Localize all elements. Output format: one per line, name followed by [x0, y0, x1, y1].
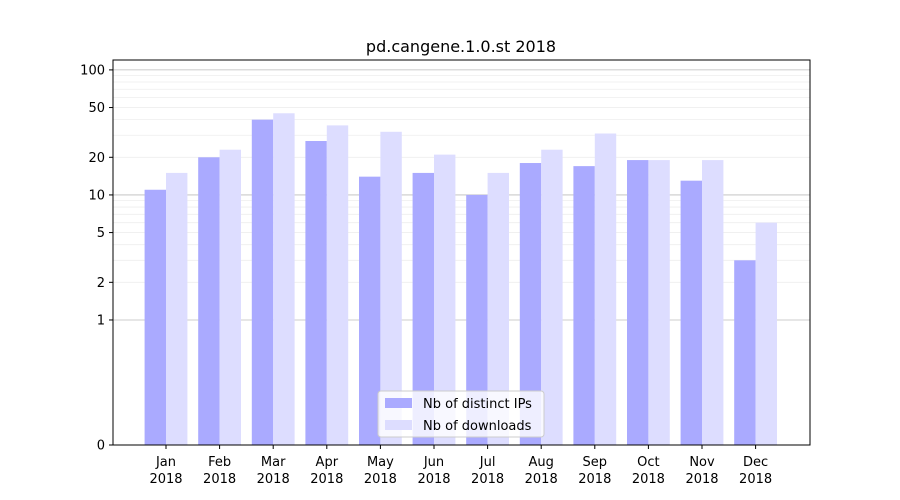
x-tick-label-year: 2018	[149, 472, 182, 487]
x-tick-label-year: 2018	[257, 472, 290, 487]
bar-distinct-ips	[519, 163, 542, 445]
x-tick-label-month: Mar	[261, 455, 286, 470]
bar-distinct-ips	[305, 140, 327, 445]
bar-downloads	[380, 131, 402, 445]
x-tick-label-month: Sep	[583, 455, 608, 470]
bar-downloads	[326, 125, 349, 445]
bar-distinct-ips	[734, 260, 756, 445]
x-tick-label-month: Oct	[637, 455, 659, 470]
y-tick-label: 1	[97, 313, 105, 328]
bar-distinct-ips	[198, 157, 220, 445]
bar-distinct-ips	[680, 180, 702, 445]
y-tick-label: 0	[97, 439, 105, 454]
x-tick-label-year: 2018	[417, 472, 450, 487]
x-tick-label-year: 2018	[632, 472, 665, 487]
x-tick-label-month: Feb	[208, 455, 231, 470]
plot-frame	[112, 59, 811, 446]
x-tick-label-year: 2018	[203, 472, 236, 487]
bar-downloads	[648, 160, 670, 445]
bars	[144, 113, 777, 446]
y-axis: 0 1 2 5 10 20 50 100	[80, 63, 113, 454]
bar-downloads	[166, 172, 188, 445]
x-tick-label-year: 2018	[685, 472, 718, 487]
x-tick-label-month: Aug	[529, 455, 554, 470]
bar-distinct-ips	[627, 160, 649, 445]
bar-distinct-ips	[359, 176, 381, 445]
legend-label-ips: Nb of distinct IPs	[423, 397, 532, 412]
bar-downloads	[273, 113, 295, 445]
bar-downloads	[702, 160, 724, 445]
bar-distinct-ips	[144, 189, 166, 445]
x-tick-label-year: 2018	[525, 472, 558, 487]
bar-downloads	[487, 172, 509, 445]
y-tick-label: 5	[97, 226, 105, 241]
y-tick-label: 20	[88, 151, 105, 166]
bar-distinct-ips	[412, 172, 434, 445]
y-tick-label: 50	[88, 101, 105, 116]
legend-swatch-downloads	[385, 420, 412, 430]
x-tick-label-year: 2018	[364, 472, 397, 487]
y-tick-label: 2	[97, 276, 105, 291]
x-tick-label-month: Jun	[423, 455, 444, 470]
bar-downloads	[755, 222, 777, 445]
x-axis: Jan 2018 Feb 2018 Mar 2018 Apr 2018 May 2018 Jun 20…	[149, 445, 772, 487]
bar-downloads	[541, 149, 563, 446]
x-tick-label-month: May	[367, 455, 394, 470]
y-tick-label: 10	[88, 188, 105, 203]
bar-distinct-ips	[573, 166, 595, 445]
x-tick-label-year: 2018	[310, 472, 343, 487]
x-tick-label-year: 2018	[578, 472, 611, 487]
x-tick-label-month: Jul	[479, 455, 496, 470]
bar-distinct-ips	[251, 119, 274, 446]
bar-downloads	[594, 133, 617, 445]
bar-distinct-ips	[466, 194, 488, 445]
x-tick-label-year: 2018	[739, 472, 772, 487]
y-tick-label: 100	[80, 63, 105, 78]
x-tick-label-year: 2018	[471, 472, 504, 487]
x-tick-label-month: Jan	[155, 455, 176, 470]
bar-downloads	[219, 149, 241, 446]
x-tick-label-month: Dec	[743, 455, 768, 470]
bar-downloads	[434, 154, 456, 446]
x-tick-label-month: Apr	[316, 455, 339, 470]
legend-frame	[377, 390, 545, 438]
legend-swatch-ips	[385, 398, 412, 408]
x-tick-label-month: Nov	[689, 455, 715, 470]
legend: Nb of distinct IPs Nb of downloads	[377, 390, 545, 438]
chart-title: pd.cangene.1.0.st 2018	[366, 37, 556, 56]
legend-label-downloads: Nb of downloads	[423, 419, 532, 434]
